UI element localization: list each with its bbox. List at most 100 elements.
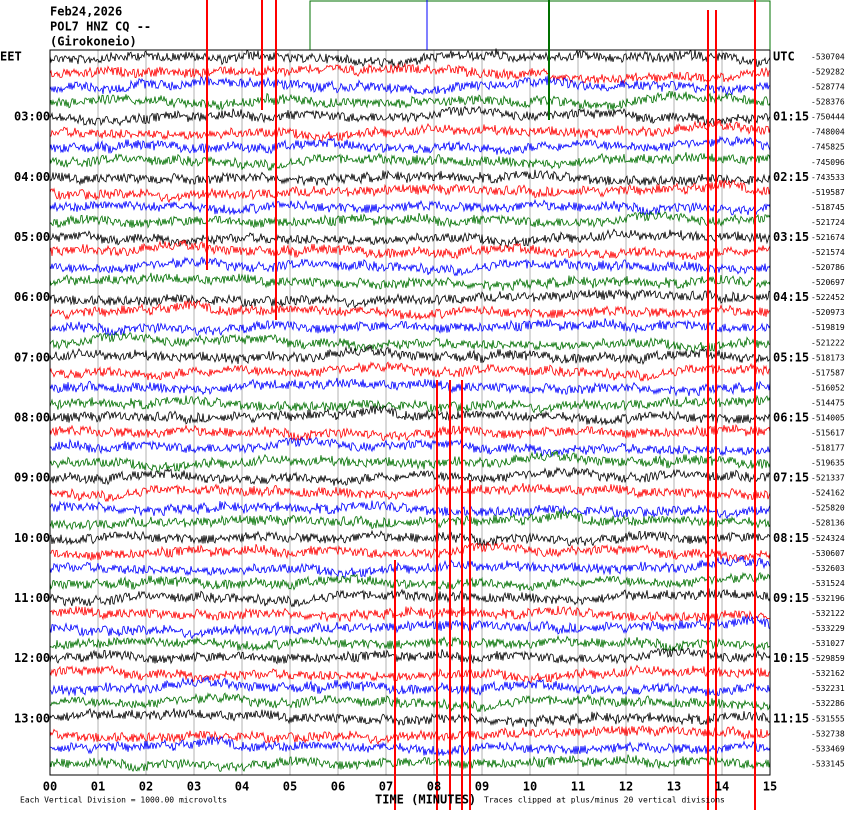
clip-spikes	[206, 0, 756, 810]
offset-label: -743533	[811, 173, 845, 182]
trace	[49, 48, 771, 70]
trace	[49, 634, 771, 652]
trace	[49, 500, 771, 520]
left-time-label: 07:00	[14, 350, 50, 364]
trace	[49, 198, 771, 216]
trace	[49, 169, 771, 187]
right-time-label: 05:15	[773, 350, 809, 364]
offset-label: -520973	[811, 308, 845, 317]
x-tick-label: 15	[763, 780, 777, 794]
x-tick-label: 00	[43, 780, 57, 794]
left-time-label: 03:00	[14, 110, 50, 124]
offset-label: -532603	[811, 564, 845, 573]
trace	[49, 75, 771, 96]
x-tick-label: 10	[523, 780, 537, 794]
trace	[49, 394, 771, 415]
trace	[49, 614, 771, 640]
trace	[49, 152, 771, 172]
left-time-label: 08:00	[14, 410, 50, 424]
trace	[49, 377, 771, 397]
offset-label: -520786	[811, 263, 845, 272]
offset-label: -515617	[811, 429, 845, 438]
trace	[49, 135, 771, 155]
trace	[49, 676, 771, 697]
x-tick-label: 01	[91, 780, 105, 794]
offset-label: -533229	[811, 624, 845, 633]
offset-label: -524324	[811, 534, 845, 543]
header-date: Feb24,2026	[50, 5, 122, 19]
right-time-label: 03:15	[773, 230, 809, 244]
trace	[49, 692, 771, 713]
offset-label: -528774	[811, 83, 845, 92]
left-time-label: 09:00	[14, 471, 50, 485]
offset-label: -521724	[811, 218, 845, 227]
trace	[49, 436, 771, 457]
right-time-label: 02:15	[773, 170, 809, 184]
x-tick-label: 14	[715, 780, 729, 794]
offset-label: -529282	[811, 68, 845, 77]
scale-note: Each Vertical Division = 1000.00 microvo…	[20, 796, 227, 805]
trace	[49, 256, 771, 277]
left-time-label: 11:00	[14, 591, 50, 605]
x-tick-label: 02	[139, 780, 153, 794]
trace	[49, 272, 771, 292]
left-time-label: 12:00	[14, 651, 50, 665]
offset-label: -516052	[811, 383, 845, 392]
trace	[49, 91, 771, 111]
trace	[49, 555, 771, 579]
x-tick-label: 05	[283, 780, 297, 794]
offset-label: -520697	[811, 278, 845, 287]
trace	[49, 664, 771, 684]
right-time-label: 07:15	[773, 471, 809, 485]
trace	[49, 466, 771, 486]
trace	[49, 299, 771, 321]
trace	[49, 179, 771, 204]
offset-label: -514005	[811, 413, 845, 422]
right-time-label: UTC	[773, 50, 795, 64]
offset-label: -530607	[811, 549, 845, 558]
trace	[49, 423, 771, 442]
x-axis-title: TIME (MINUTES)	[375, 793, 476, 807]
offset-label: -531524	[811, 579, 845, 588]
plot-frame	[49, 49, 771, 776]
trace	[49, 529, 771, 547]
header-station: POL7 HNZ CQ --	[50, 20, 151, 34]
x-tick-label: 03	[187, 780, 201, 794]
right-time-label: 11:15	[773, 711, 809, 725]
offset-label: -518177	[811, 444, 845, 453]
trace	[49, 62, 771, 85]
x-tick-label: 07	[379, 780, 393, 794]
offset-label: -514475	[811, 398, 845, 407]
x-tick-label: 06	[331, 780, 345, 794]
trace	[49, 708, 771, 728]
x-tick-label: 04	[235, 780, 249, 794]
offset-label: -532122	[811, 609, 845, 618]
offset-label: -532196	[811, 594, 845, 603]
right-time-label: 10:15	[773, 651, 809, 665]
left-time-label: EET	[0, 50, 22, 64]
offset-label: -521574	[811, 248, 845, 257]
offset-label: -519587	[811, 188, 845, 197]
offset-label: -745825	[811, 143, 845, 152]
trace	[49, 482, 771, 503]
x-tick-label: 13	[667, 780, 681, 794]
right-time-label: 06:15	[773, 410, 809, 424]
x-tick-label: 08	[427, 780, 441, 794]
offset-label: -532738	[811, 729, 845, 738]
offset-label: -518173	[811, 353, 845, 362]
offset-label: -745096	[811, 158, 845, 167]
offset-label: -524162	[811, 489, 845, 498]
trace	[49, 318, 771, 337]
offset-label: -748004	[811, 128, 845, 137]
offset-label: -533469	[811, 744, 845, 753]
offset-label: -530704	[811, 53, 845, 62]
offset-label: -531027	[811, 639, 845, 648]
offset-label: -532231	[811, 684, 845, 693]
left-time-label: 04:00	[14, 170, 50, 184]
trace	[49, 647, 771, 665]
trace	[49, 361, 771, 382]
clip-note: Traces clipped at plus/minus 20 vertical…	[484, 796, 725, 805]
offset-label: -525820	[811, 504, 845, 513]
trace	[50, 605, 771, 623]
